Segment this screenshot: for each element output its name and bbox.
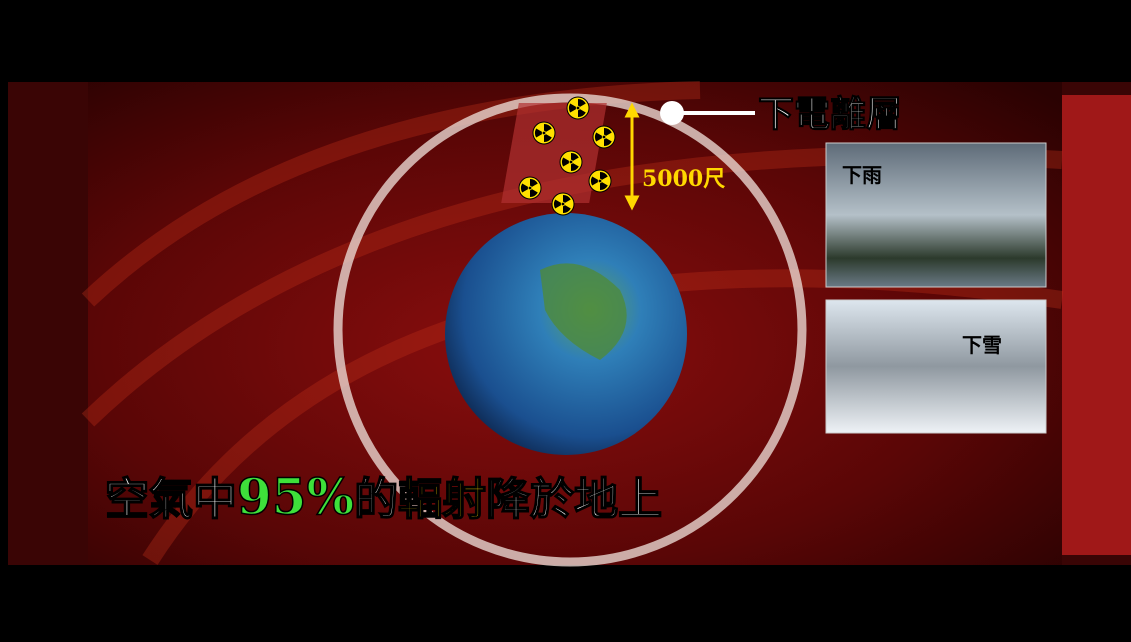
caption-percent: 95%	[237, 467, 354, 526]
caption-text: 降於地上	[486, 474, 662, 525]
rain-photo	[825, 142, 1047, 288]
caption-text: 的	[354, 474, 398, 525]
caption-text: 空氣中	[105, 474, 237, 525]
ionosphere-ring	[333, 93, 807, 567]
snow-photo	[825, 299, 1047, 434]
caption: 空氣中95%的輻射降於地上	[105, 467, 662, 526]
snow-label: 下雪	[962, 333, 1002, 357]
caption-highlight: 輻射	[398, 474, 486, 525]
height-label: 5000尺	[642, 166, 725, 192]
rain-label: 下雨	[842, 163, 882, 187]
right-panel	[1062, 95, 1131, 555]
ionosphere-label: 下電離層	[758, 93, 902, 135]
continent	[540, 263, 627, 360]
